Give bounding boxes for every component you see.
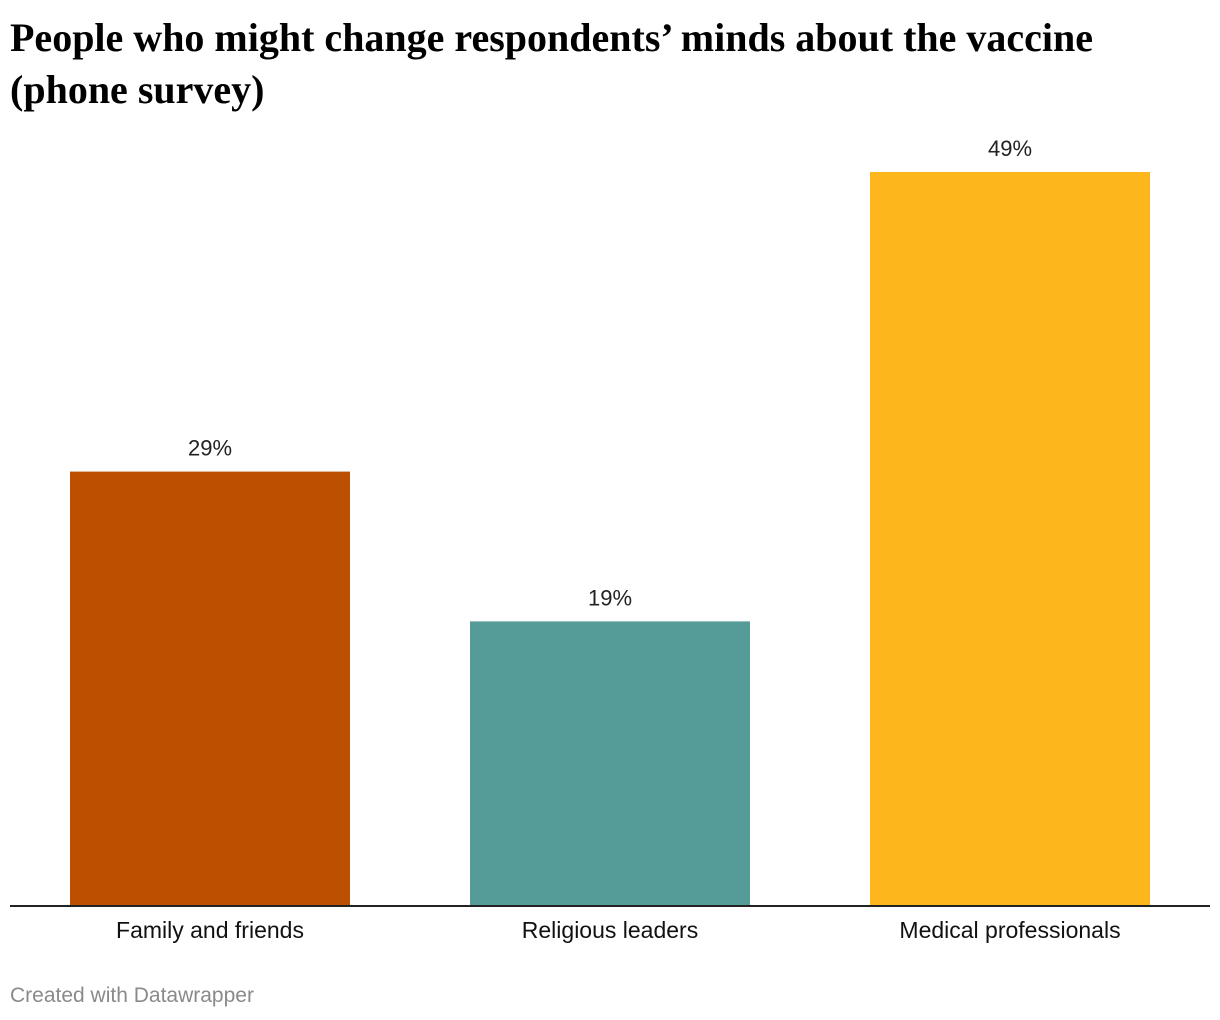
category-label: Medical professionals [899, 917, 1120, 943]
bar-religious-leaders [470, 621, 750, 906]
category-labels-layer: Family and friends Religious leaders Medic… [116, 917, 1121, 943]
value-label: 19% [588, 585, 632, 610]
category-label: Family and friends [116, 917, 304, 943]
value-label: 49% [988, 136, 1032, 161]
category-label: Religious leaders [522, 917, 698, 943]
value-label: 29% [188, 436, 232, 461]
bar-medical-professionals [870, 172, 1150, 906]
bar-family-and-friends [70, 471, 350, 906]
datawrapper-credit: Created with Datawrapper [10, 984, 254, 1007]
bars-layer [70, 172, 1150, 906]
value-labels-layer: 29% 19% 49% [188, 136, 1032, 610]
chart-title: People who might change respondents’ min… [10, 15, 1094, 112]
